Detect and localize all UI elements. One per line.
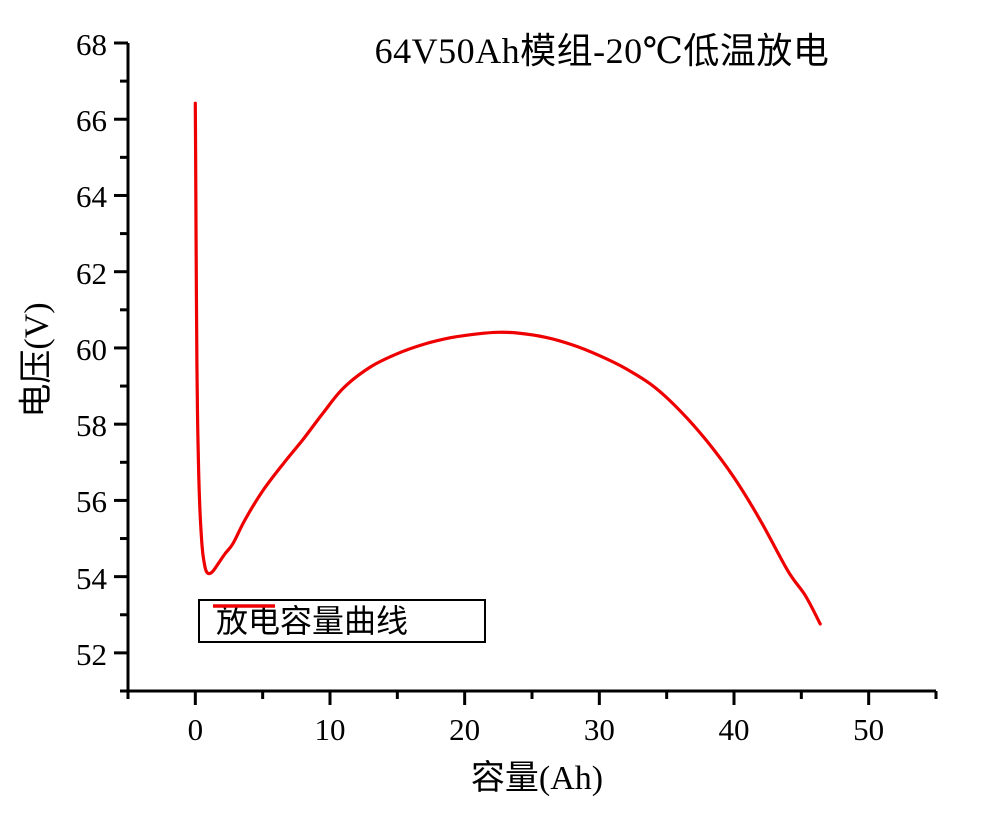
y-tick-label: 54 xyxy=(76,560,107,596)
y-tick-label: 64 xyxy=(76,179,107,215)
x-tick-label: 50 xyxy=(853,712,885,747)
x-tick-label: 40 xyxy=(718,712,750,747)
legend: 放电容量曲线 xyxy=(198,599,486,643)
x-tick-label: 20 xyxy=(449,712,481,747)
x-tick-label: 0 xyxy=(187,712,204,747)
x-axis-label: 容量(Ah) xyxy=(470,760,604,797)
axis-spines xyxy=(126,43,936,693)
y-tick-label: 62 xyxy=(76,255,107,291)
x-tick-label: 30 xyxy=(583,712,615,747)
y-tick-label: 66 xyxy=(76,103,107,139)
y-tick-label: 52 xyxy=(76,636,107,672)
y-tick-label: 68 xyxy=(76,27,107,62)
legend-line-sample xyxy=(213,604,275,608)
y-tick-label: 58 xyxy=(76,408,107,444)
y-tick-label: 60 xyxy=(76,331,107,367)
chart-title: 64V50Ah模组-20℃低温放电 xyxy=(374,31,830,71)
discharge-curve xyxy=(193,101,822,626)
x-tick-label: 10 xyxy=(314,712,346,747)
legend-label: 放电容量曲线 xyxy=(216,603,409,639)
y-tick-label: 56 xyxy=(76,484,107,520)
